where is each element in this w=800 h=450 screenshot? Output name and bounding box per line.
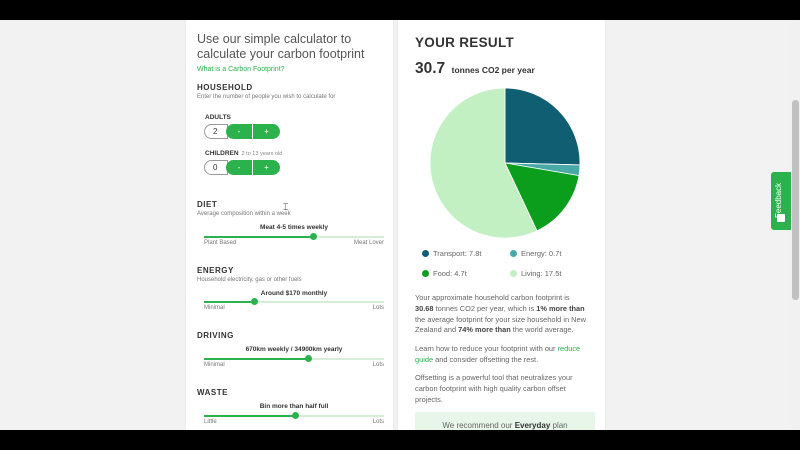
children-value[interactable]: 0 bbox=[204, 160, 228, 175]
energy-subtitle: Household electricity, gas or other fuel… bbox=[197, 277, 302, 283]
page-viewport: Use our simple calculator to calculate y… bbox=[0, 20, 800, 430]
carbon-footprint-link[interactable]: What is a Carbon Footprint? bbox=[197, 66, 285, 73]
waste-slider-fill bbox=[204, 415, 296, 417]
diet-title: DIET bbox=[197, 200, 218, 209]
page-scrollbar[interactable] bbox=[791, 20, 800, 430]
legend-transport-swatch bbox=[422, 250, 429, 257]
legend-living: Living: 17.5t bbox=[510, 269, 561, 278]
reduce-guide-link[interactable]: reduce guide bbox=[415, 344, 581, 364]
diet-subtitle: Average composition within a week bbox=[197, 211, 291, 217]
mouse-cursor-icon: ⌶ bbox=[283, 202, 289, 212]
household-title: HOUSEHOLD bbox=[197, 83, 253, 92]
diet-slider-fill bbox=[204, 236, 314, 238]
adults-stepper: 2 - + bbox=[204, 124, 280, 139]
offsetting-paragraph: Offsetting is a powerful tool that neutr… bbox=[415, 373, 573, 404]
scrollbar-thumb[interactable] bbox=[792, 100, 799, 300]
pie-slice-living[interactable] bbox=[430, 88, 538, 238]
energy-slider[interactable] bbox=[204, 298, 384, 305]
legend-food-swatch bbox=[422, 270, 429, 277]
energy-slider-handle[interactable] bbox=[250, 298, 258, 305]
household-subtitle: Enter the number of people you wish to c… bbox=[197, 94, 336, 100]
driving-min-label: Minimal bbox=[204, 362, 225, 368]
legend-living-swatch bbox=[510, 270, 517, 277]
legend-energy: Energy: 0.7t bbox=[510, 249, 561, 258]
summary-national-comparison: 1% more than bbox=[536, 303, 585, 313]
diet-min-label: Plant Based bbox=[204, 240, 237, 246]
feedback-tab[interactable]: Feedback bbox=[771, 172, 791, 230]
driving-slider[interactable] bbox=[204, 355, 384, 362]
energy-max-label: Lots bbox=[372, 305, 384, 311]
summary-paragraph: Your approximate household carbon footpr… bbox=[415, 293, 586, 335]
feedback-icon bbox=[777, 214, 785, 222]
footprint-pie-chart bbox=[430, 88, 580, 238]
pie-slice-food[interactable] bbox=[504, 162, 580, 232]
waste-max-label: Lots bbox=[372, 419, 384, 425]
children-decrement-button[interactable]: - bbox=[226, 160, 252, 175]
energy-min-label: Minimal bbox=[204, 305, 225, 311]
pie-slice-transport[interactable] bbox=[504, 88, 580, 166]
plan-recommendation[interactable]: We recommend our Everyday plan bbox=[415, 412, 595, 430]
energy-title: ENERGY bbox=[197, 266, 234, 275]
driving-max-label: Lots bbox=[372, 362, 384, 368]
children-increment-button[interactable]: + bbox=[252, 160, 280, 175]
energy-slider-fill bbox=[204, 301, 255, 303]
children-stepper: 0 - + bbox=[204, 160, 280, 175]
diet-value: Meat 4-5 times weekly bbox=[260, 224, 328, 231]
children-label: CHILDREN 2 to 13 years old bbox=[205, 150, 283, 157]
adults-decrement-button[interactable]: - bbox=[226, 124, 252, 139]
result-total-unit: tonnes CO2 per year bbox=[451, 65, 535, 75]
calculator-title: Use our simple calculator to calculate y… bbox=[197, 32, 365, 61]
waste-slider[interactable] bbox=[204, 412, 384, 419]
summary-total: 30.68 bbox=[415, 303, 434, 313]
driving-value: 670km weekly / 34900km yearly bbox=[245, 346, 343, 353]
diet-slider[interactable] bbox=[204, 233, 384, 240]
adults-value[interactable]: 2 bbox=[204, 124, 228, 139]
reduce-paragraph: Learn how to reduce your footprint with … bbox=[415, 344, 581, 364]
calculator-panel: Use our simple calculator to calculate y… bbox=[186, 20, 393, 430]
legend-transport: Transport: 7.8t bbox=[422, 249, 482, 258]
diet-max-label: Meat Lover bbox=[353, 240, 384, 246]
diet-slider-handle[interactable] bbox=[310, 233, 318, 240]
feedback-label: Feedback bbox=[774, 182, 783, 218]
result-total: 30.7 tonnes CO2 per year bbox=[415, 60, 535, 78]
children-hint: 2 to 13 years old bbox=[241, 151, 283, 157]
legend-food: Food: 4.7t bbox=[422, 269, 467, 278]
waste-slider-handle[interactable] bbox=[292, 412, 300, 419]
energy-value: Around $170 monthly bbox=[260, 290, 328, 297]
waste-title: WASTE bbox=[197, 388, 228, 397]
adults-label: ADULTS bbox=[205, 114, 231, 121]
adults-increment-button[interactable]: + bbox=[252, 124, 280, 139]
summary-world-comparison: 74% more than bbox=[458, 325, 511, 335]
driving-slider-handle[interactable] bbox=[304, 355, 312, 362]
result-title: YOUR RESULT bbox=[415, 35, 515, 50]
recommended-plan-name: Everyday bbox=[514, 421, 551, 430]
result-panel: YOUR RESULT 30.7 tonnes CO2 per year Tra… bbox=[398, 20, 605, 430]
result-total-value: 30.7 bbox=[415, 60, 446, 77]
waste-min-label: Little bbox=[204, 419, 217, 425]
waste-value: Bin more than half full bbox=[259, 403, 329, 410]
driving-title: DRIVING bbox=[197, 331, 234, 340]
driving-slider-fill bbox=[204, 358, 309, 360]
legend-energy-swatch bbox=[510, 250, 517, 257]
